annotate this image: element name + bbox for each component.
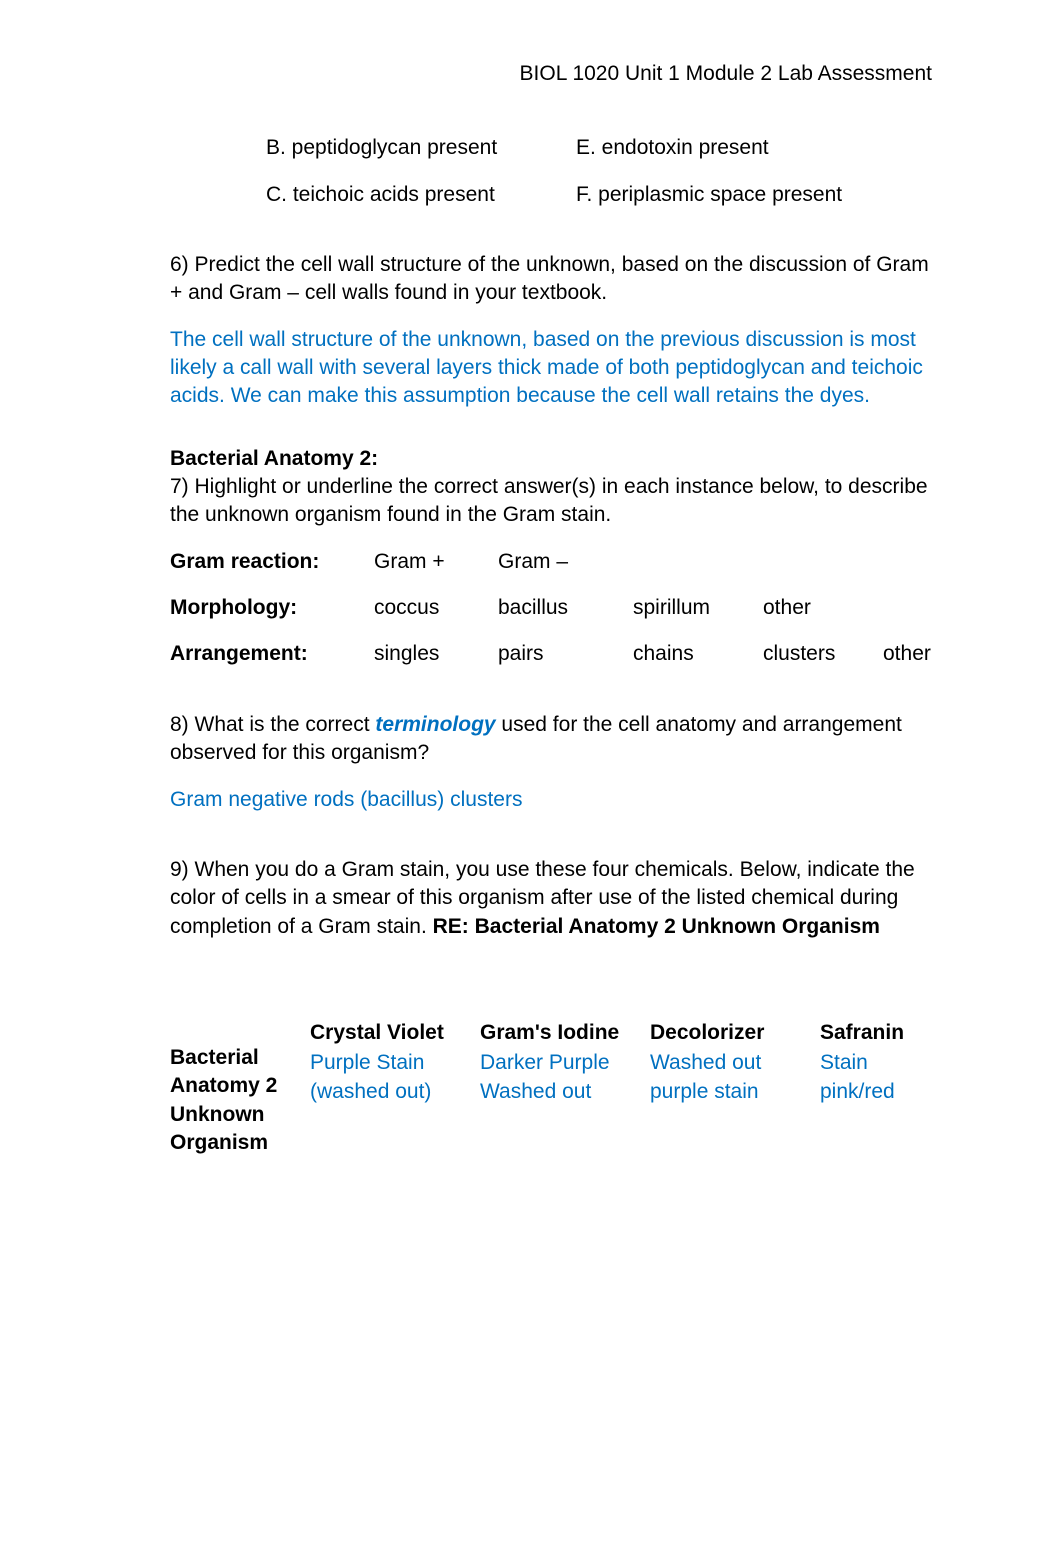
q9-prompt-bold: RE: Bacterial Anatomy 2 Unknown Organism (433, 915, 880, 938)
stain-col-grams-iodine: Gram's Iodine Darker Purple Washed out (480, 1011, 650, 1157)
arrangement-a: singles (374, 640, 498, 668)
stain-sf-v1: Stain (820, 1049, 932, 1077)
morphology-e (883, 594, 932, 622)
stain-col-decolorizer: Decolorizer Washed out purple stain (650, 1011, 820, 1157)
morphology-row: Morphology: coccus bacillus spirillum ot… (170, 594, 932, 622)
stain-head-spacer (170, 1019, 310, 1042)
stain-gi-v1: Darker Purple (480, 1049, 650, 1077)
stain-col-safranin: Safranin Stain pink/red (820, 1011, 932, 1157)
arrangement-b: pairs (498, 640, 633, 668)
q8-term: terminology (375, 713, 495, 736)
stain-head-gi: Gram's Iodine (480, 1019, 650, 1047)
option-row-c-f: C. teichoic acids present F. periplasmic… (266, 181, 932, 209)
q6-prompt: 6) Predict the cell wall structure of th… (170, 251, 932, 308)
stain-head-cv: Crystal Violet (310, 1019, 480, 1047)
gram-reaction-d (763, 548, 883, 576)
options-block: B. peptidoglycan present E. endotoxin pr… (170, 134, 932, 209)
option-c: C. teichoic acids present (266, 181, 576, 209)
gram-reaction-label: Gram reaction: (170, 548, 374, 576)
stain-cv-v1: Purple Stain (310, 1049, 480, 1077)
gram-reaction-b: Gram – (498, 548, 633, 576)
morphology-a: coccus (374, 594, 498, 622)
stain-col-crystal-violet: Crystal Violet Purple Stain (washed out) (310, 1011, 480, 1157)
bacterial-anatomy-2-title: Bacterial Anatomy 2: (170, 445, 932, 473)
stain-sf-v2: pink/red (820, 1078, 932, 1106)
stain-head-sf: Safranin (820, 1019, 932, 1047)
q8-answer: Gram negative rods (bacillus) clusters (170, 786, 932, 814)
arrangement-row: Arrangement: singles pairs chains cluste… (170, 640, 932, 668)
option-row-b-e: B. peptidoglycan present E. endotoxin pr… (266, 134, 932, 162)
q8-prompt: 8) What is the correct terminology used … (170, 711, 932, 768)
stain-gi-v2: Washed out (480, 1078, 650, 1106)
page: BIOL 1020 Unit 1 Module 2 Lab Assessment… (0, 0, 1062, 1217)
gram-reaction-row: Gram reaction: Gram + Gram – (170, 548, 932, 576)
option-e: E. endotoxin present (576, 134, 932, 162)
stain-row-label-col: Bacterial Anatomy 2 Unknown Organism (170, 1011, 310, 1157)
gram-reaction-a: Gram + (374, 548, 498, 576)
stain-row-label-3: Unknown (170, 1101, 310, 1129)
stain-row-label-4: Organism (170, 1129, 310, 1157)
gram-reaction-e (883, 548, 932, 576)
morphology-b: bacillus (498, 594, 633, 622)
arrangement-c: chains (633, 640, 763, 668)
morphology-label: Morphology: (170, 594, 374, 622)
arrangement-e: other (883, 640, 932, 668)
morphology-d: other (763, 594, 883, 622)
stain-dc-v1: Washed out (650, 1049, 820, 1077)
stain-dc-v2: purple stain (650, 1078, 820, 1106)
option-b: B. peptidoglycan present (266, 134, 576, 162)
morphology-c: spirillum (633, 594, 763, 622)
q6-answer: The cell wall structure of the unknown, … (170, 326, 932, 411)
stain-cv-v2: (washed out) (310, 1078, 480, 1106)
gram-reaction-c (633, 548, 763, 576)
stain-head-dc: Decolorizer (650, 1019, 820, 1047)
arrangement-d: clusters (763, 640, 883, 668)
q8-prefix: 8) What is the correct (170, 713, 375, 736)
stain-row-label-1: Bacterial (170, 1044, 310, 1072)
q9-prompt: 9) When you do a Gram stain, you use the… (170, 856, 932, 941)
arrangement-label: Arrangement: (170, 640, 374, 668)
stain-row-label-2: Anatomy 2 (170, 1072, 310, 1100)
option-f: F. periplasmic space present (576, 181, 932, 209)
q7-prompt: 7) Highlight or underline the correct an… (170, 473, 932, 530)
stain-table: Bacterial Anatomy 2 Unknown Organism Cry… (170, 1011, 932, 1157)
page-header: BIOL 1020 Unit 1 Module 2 Lab Assessment (170, 60, 932, 88)
